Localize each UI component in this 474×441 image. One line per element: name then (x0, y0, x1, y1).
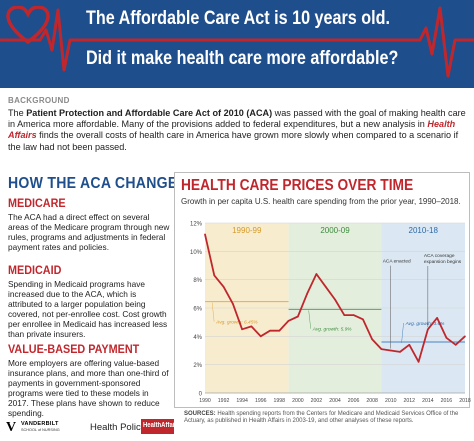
data-point (436, 317, 438, 319)
x-tick-label: 2014 (422, 398, 434, 404)
y-tick-label: 12% (190, 222, 203, 228)
y-tick-label: 4% (193, 335, 202, 341)
data-point (380, 348, 383, 350)
annotation-label: expansion begins (424, 259, 462, 265)
background-intro-plain: The (8, 108, 27, 118)
x-tick-label: 1992 (218, 398, 230, 404)
sources-note: SOURCES: Health spending reports from th… (184, 411, 468, 425)
background-outro: finds the overall costs of health care i… (8, 130, 459, 152)
sources-label: SOURCES: (184, 411, 216, 417)
heartbeat-line-icon (0, 6, 474, 78)
background-paragraph: The Patient Protection and Affordable Ca… (8, 108, 468, 153)
medicaid-body: Spending in Medicaid programs have incre… (8, 279, 168, 339)
value-based-heading: VALUE-BASED PAYMENT (8, 342, 140, 356)
background-label: BACKGROUND (8, 96, 70, 105)
y-tick-label: 6% (193, 307, 202, 313)
x-tick-label: 1996 (255, 398, 267, 404)
header-title-line2: Did it make health care more affordable? (86, 48, 399, 69)
y-tick-label: 8% (193, 278, 202, 284)
header-title-line1: The Affordable Care Act is 10 years old. (86, 8, 390, 29)
medicare-heading: MEDICARE (8, 196, 66, 210)
y-tick-label: 0 (199, 392, 203, 398)
medicaid-heading: MEDICAID (8, 263, 62, 277)
background-act-name: Patient Protection and Affordable Care A… (26, 108, 273, 118)
x-tick-label: 1994 (236, 398, 248, 404)
data-point (408, 344, 411, 346)
x-tick-label: 2010 (385, 398, 397, 404)
data-point (213, 274, 216, 277)
data-point (241, 328, 243, 331)
data-point (334, 298, 336, 301)
value-based-body: More employers are offering value-based … (8, 358, 169, 418)
background-intro-rest: was passed with the goal of making healt… (8, 108, 466, 130)
vanderbilt-name: VANDERBILT (21, 421, 59, 427)
data-point (269, 329, 271, 332)
data-point (445, 336, 448, 339)
data-point (362, 318, 364, 321)
x-tick-label: 2008 (366, 398, 378, 404)
data-point (204, 233, 206, 236)
x-tick-label: 2004 (329, 398, 341, 404)
data-point (427, 328, 429, 331)
average-pointer (401, 322, 404, 344)
data-point (306, 293, 308, 295)
line-chart: 0 2% 4% 6% 8% 10% 12% 1990 1992 1994 1996 1998 2000 2… (190, 222, 471, 405)
data-point (454, 344, 457, 346)
data-point (222, 285, 225, 288)
annotation-label: ACA coverage (424, 253, 455, 259)
data-point (371, 338, 373, 340)
data-point (232, 302, 234, 305)
data-point (343, 314, 346, 316)
chart-panel: 0 2% 4% 6% 8% 10% 12% 1990 1992 1994 1996 1998 2000 2… (174, 172, 471, 408)
x-tick-label: 2012 (404, 398, 416, 404)
x-tick-label: 2006 (348, 398, 360, 404)
average-pointer (211, 302, 215, 322)
chart-title: HEALTH CARE PRICES OVER TIME (181, 177, 414, 194)
average-label: Avg. growth: 5.9% (312, 327, 353, 333)
vanderbilt-logo-mark: V (6, 420, 17, 435)
period-label: 2000-09 (320, 226, 350, 235)
background-journal: Health Affairs (8, 119, 456, 141)
health-policy-label: Health Policy (90, 422, 146, 433)
data-point (315, 273, 318, 275)
y-tick-label: 10% (190, 250, 203, 256)
average-pointer (308, 310, 311, 329)
period-label: 2010-18 (409, 226, 439, 235)
vanderbilt-school: SCHOOL of NURSING (21, 428, 60, 432)
medicare-body: The ACA had a direct effect on several a… (8, 212, 170, 252)
data-point (399, 351, 401, 353)
data-point (259, 335, 262, 338)
data-point (464, 335, 466, 338)
data-point (389, 349, 392, 352)
header-banner: The Affordable Care Act is 10 years old.… (0, 0, 474, 88)
period-label: 1990-99 (232, 226, 262, 235)
x-tick-label: 1990 (199, 398, 211, 404)
health-affairs-label: HealthAffairs (143, 422, 181, 429)
health-affairs-logo (141, 419, 174, 434)
changes-title: HOW THE ACA CHANGED... (8, 175, 201, 192)
data-point (278, 329, 281, 332)
data-point (352, 314, 355, 316)
x-tick-label: 2000 (292, 398, 304, 404)
data-point (324, 285, 327, 288)
data-point (287, 319, 290, 322)
x-tick-label: 2002 (311, 398, 323, 404)
sources-text: Health spending reports from the Centers… (184, 411, 459, 424)
data-point (250, 325, 253, 328)
average-label: Avg. growth: 3.6% (405, 321, 446, 327)
x-tick-label: 2016 (441, 398, 453, 404)
x-tick-label: 2018 (459, 398, 471, 404)
annotation-label: ACA enacted (383, 259, 411, 265)
data-point (417, 361, 420, 363)
average-label: Avg. growth: 6.45% (215, 320, 258, 326)
y-tick-label: 2% (193, 363, 202, 369)
data-point (297, 315, 299, 318)
x-tick-label: 1998 (274, 398, 286, 404)
chart-subtitle: Growth in per capita U.S. health care sp… (181, 197, 461, 206)
heart-icon (6, 6, 50, 45)
